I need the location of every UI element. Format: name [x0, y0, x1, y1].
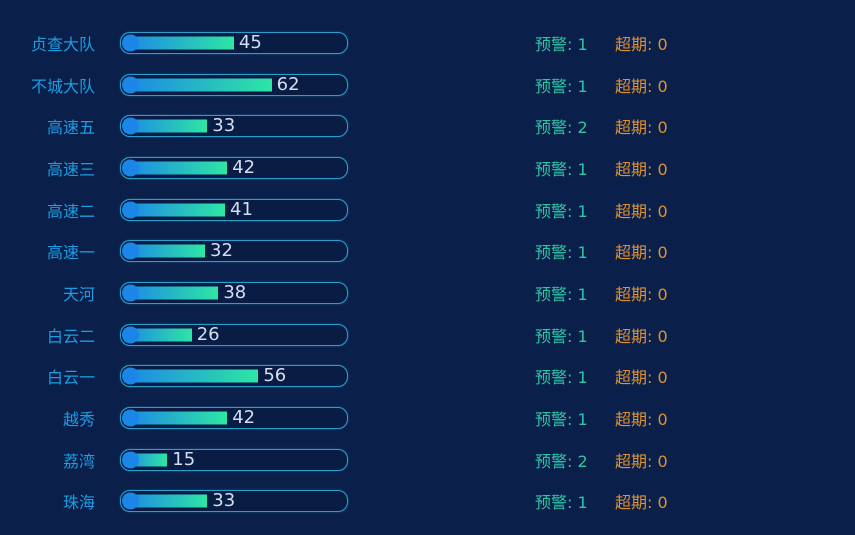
warning-count: 预警: 2: [535, 451, 588, 471]
bar-fill: [124, 411, 228, 425]
bar-value: 32: [210, 240, 233, 262]
bar-fill: [124, 244, 206, 258]
row-label: 越秀: [62, 410, 95, 430]
row-label: 高速一: [46, 243, 95, 263]
progress-bar: 45: [120, 31, 348, 54]
bar-value: 26: [196, 323, 220, 345]
warning-count: 预警: 2: [535, 118, 588, 138]
table-row: 高速二 41 预警: 1 超期: 0: [0, 189, 855, 231]
warning-count: 预警: 1: [535, 368, 588, 388]
bar-value: 62: [276, 73, 300, 95]
table-row: 贞查大队 45 预警: 1 超期: 0: [0, 22, 855, 64]
overdue-count: 超期: 0: [615, 326, 668, 346]
warning-count: 预警: 1: [535, 201, 588, 221]
overdue-count: 超期: 0: [615, 493, 668, 513]
bar-start-dot: [122, 34, 139, 52]
overdue-count: 超期: 0: [615, 159, 668, 179]
bar-fill: [124, 286, 219, 300]
brigade-progress-panel: 贞查大队 45 预警: 1 超期: 0 不城大队 62 预警: 1 超期: 0 高速五 33 预警:…: [0, 22, 855, 522]
progress-bar: 42: [120, 407, 348, 430]
bar-fill: [124, 328, 192, 342]
table-row: 天河 38 预警: 1 超期: 0: [0, 272, 855, 314]
bar-start-dot: [122, 117, 139, 135]
bar-fill: [124, 161, 228, 175]
progress-bar: 56: [120, 365, 348, 388]
bar-start-dot: [122, 492, 139, 510]
bar-start-dot: [122, 367, 139, 385]
table-row: 白云二 26 预警: 1 超期: 0: [0, 314, 855, 356]
warning-count: 预警: 1: [535, 159, 588, 179]
row-label: 不城大队: [30, 76, 95, 96]
warning-count: 预警: 1: [535, 326, 588, 346]
table-row: 荔湾 15 预警: 2 超期: 0: [0, 439, 855, 481]
bar-value: 42: [232, 156, 256, 178]
bar-start-dot: [122, 326, 139, 344]
bar-fill: [124, 119, 208, 133]
table-row: 越秀 42 预警: 1 超期: 0: [0, 397, 855, 439]
row-label: 荔湾: [62, 451, 95, 471]
bar-value: 33: [212, 490, 236, 512]
row-label: 白云二: [46, 326, 95, 346]
row-label: 天河: [62, 284, 95, 304]
overdue-count: 超期: 0: [615, 34, 668, 54]
overdue-count: 超期: 0: [615, 118, 668, 138]
bar-value: 56: [263, 365, 287, 387]
warning-count: 预警: 1: [535, 284, 588, 304]
warning-count: 预警: 1: [535, 34, 588, 54]
bar-value: 38: [223, 281, 247, 303]
row-label: 高速三: [46, 159, 95, 179]
bar-value: 45: [238, 31, 262, 53]
table-row: 高速五 33 预警: 2 超期: 0: [0, 105, 855, 147]
bar-value: 41: [230, 198, 253, 220]
bar-fill: [124, 494, 208, 508]
bar-start-dot: [122, 284, 139, 302]
progress-bar: 41: [120, 198, 348, 221]
warning-count: 预警: 1: [535, 243, 588, 263]
progress-bar: 62: [120, 73, 348, 96]
overdue-count: 超期: 0: [615, 368, 668, 388]
bar-fill: [124, 369, 259, 383]
warning-count: 预警: 1: [535, 493, 588, 513]
table-row: 白云一 56 预警: 1 超期: 0: [0, 356, 855, 398]
progress-bar: 26: [120, 323, 348, 346]
overdue-count: 超期: 0: [615, 410, 668, 430]
progress-bar: 38: [120, 281, 348, 304]
overdue-count: 超期: 0: [615, 201, 668, 221]
overdue-count: 超期: 0: [615, 451, 668, 471]
overdue-count: 超期: 0: [615, 76, 668, 96]
progress-bar: 42: [120, 156, 348, 179]
progress-bar: 33: [120, 115, 348, 138]
overdue-count: 超期: 0: [615, 243, 668, 263]
bar-value: 15: [172, 448, 196, 470]
bar-fill: [124, 36, 234, 50]
warning-count: 预警: 1: [535, 76, 588, 96]
row-label: 高速五: [46, 118, 95, 138]
bar-start-dot: [122, 242, 139, 260]
bar-start-dot: [122, 76, 139, 94]
bar-value: 33: [212, 115, 236, 137]
bar-start-dot: [122, 451, 139, 469]
overdue-count: 超期: 0: [615, 284, 668, 304]
bar-fill: [124, 78, 272, 92]
bar-start-dot: [122, 409, 139, 427]
row-label: 高速二: [46, 201, 95, 221]
row-label: 白云一: [46, 368, 95, 388]
warning-count: 预警: 1: [535, 410, 588, 430]
bar-value: 42: [232, 407, 256, 429]
table-row: 高速一 32 预警: 1 超期: 0: [0, 230, 855, 272]
bar-start-dot: [122, 201, 139, 219]
table-row: 高速三 42 预警: 1 超期: 0: [0, 147, 855, 189]
progress-bar: 32: [120, 240, 348, 263]
row-label: 贞查大队: [30, 34, 95, 54]
bar-fill: [124, 203, 226, 217]
table-row: 珠海 33 预警: 1 超期: 0: [0, 481, 855, 523]
table-row: 不城大队 62 预警: 1 超期: 0: [0, 64, 855, 106]
bar-start-dot: [122, 159, 139, 177]
progress-bar: 33: [120, 490, 348, 513]
row-label: 珠海: [62, 493, 95, 513]
progress-bar: 15: [120, 448, 348, 471]
